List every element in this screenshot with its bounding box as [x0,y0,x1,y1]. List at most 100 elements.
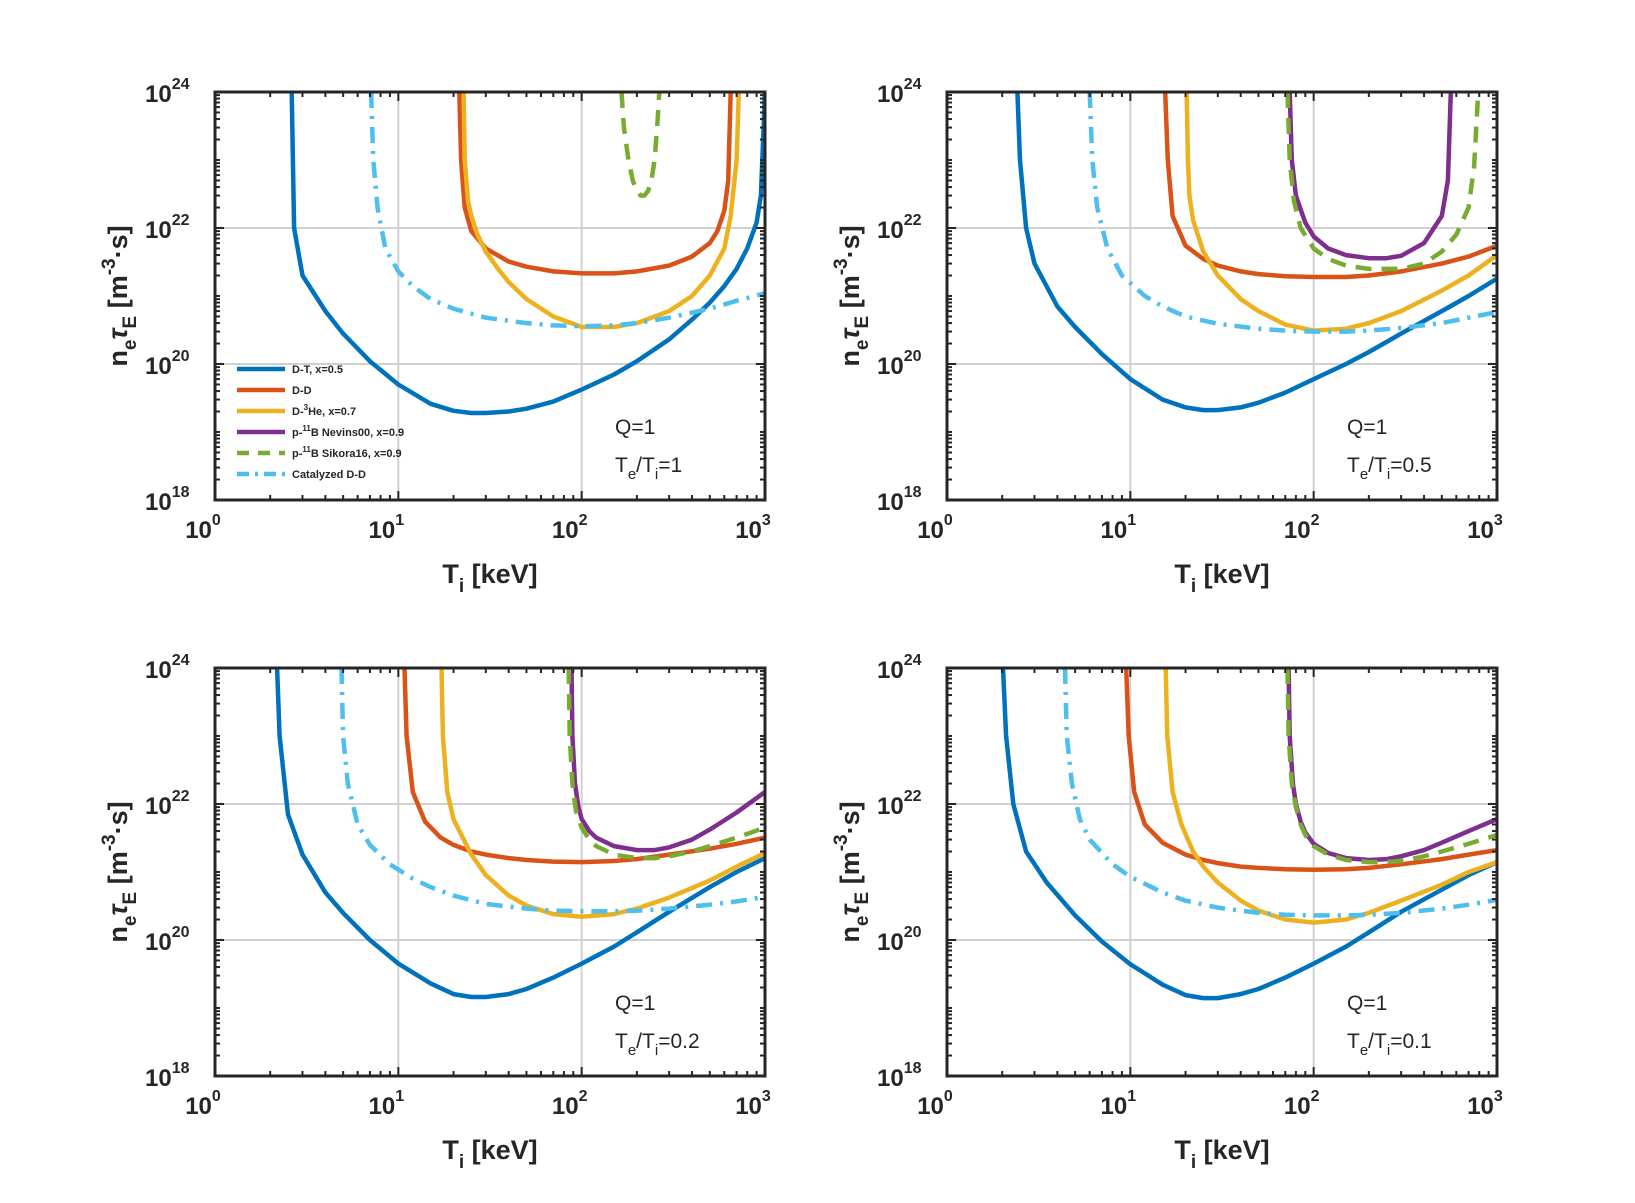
ratio-sub-i: i [655,466,658,483]
x-tick-label: 103 [735,1088,771,1120]
ratio-value: =0.1 [1390,1030,1431,1053]
ratio-slash: /T [1368,454,1387,477]
tick-exponent: 20 [904,924,922,941]
series-line-p-11b-sikora16-x-0-9 [1285,92,1481,272]
plot-area [947,92,1497,500]
annotation-temperature-ratio: Te/Ti=0.2 [615,1030,700,1059]
tick-base: 10 [1467,1093,1494,1120]
legend-label: p-11B Sikora16, x=0.9 [292,445,402,460]
ratio-T: T [615,454,628,477]
series-group [274,668,765,1000]
tick-base: 10 [877,81,904,108]
series-line-p-11b-sikora16-x-0-9 [566,668,765,861]
y-tick-label: 1020 [877,924,922,956]
tick-exponent: 1 [395,512,404,529]
series-line-d-d [1162,92,1497,280]
tick-exponent: 20 [172,924,190,941]
series-line-d-3he-x-0-7 [461,92,742,330]
x-tick-label: 103 [1467,512,1503,544]
tick-exponent: 20 [172,348,190,365]
tick-base: 10 [145,489,172,516]
y-tick-label: 1022 [145,788,190,820]
y-label-unit-tail: ·s] [103,225,133,258]
y-axis-label: neτE [m-3·s] [99,225,141,366]
tick-exponent: 0 [944,512,953,529]
y-tick-label: 1022 [877,212,922,244]
x-tick-label: 100 [917,1088,953,1120]
plot-area [215,92,765,500]
tick-exponent: 22 [904,788,922,805]
tick-exponent: 1 [395,1088,404,1105]
x-tick-label: 100 [185,1088,221,1120]
y-label-unit: [m [835,275,865,316]
tick-exponent: 24 [172,652,190,669]
annotation-q: Q=1 [615,992,655,1015]
y-label-unit-tail: ·s] [835,801,865,834]
ratio-slash: /T [636,454,655,477]
tick-exponent: 18 [172,1060,190,1077]
legend-text: p- [292,427,303,439]
series-line-p-11b-nevins00-x-0-9 [1287,92,1454,261]
tick-base: 10 [735,517,762,544]
y-tick-label: 1022 [877,788,922,820]
y-label-unit-exponent: -3 [99,834,120,851]
legend-sup: 3 [304,403,309,412]
x-tick-label: 100 [185,512,221,544]
tick-exponent: 22 [172,212,190,229]
y-tick-label: 1024 [145,76,190,108]
legend-text: Catalyzed D-D [292,469,366,481]
y-axis-label: neτE [m-3·s] [99,801,141,942]
tick-exponent: 18 [172,484,190,501]
y-label-n: n [835,926,865,943]
plot-area [215,668,765,1076]
tick-base: 10 [1284,517,1311,544]
legend-label: p-11B Nevins00, x=0.9 [292,424,404,439]
tick-exponent: 3 [762,1088,771,1105]
y-tick-label: 1018 [877,484,922,516]
x-axis-label: Ti [keV] [1174,1135,1269,1173]
tick-base: 10 [185,517,212,544]
tick-exponent: 18 [904,484,922,501]
series-group [1015,92,1497,413]
x-axis-label: Ti [keV] [442,1135,537,1173]
x-tick-label: 102 [1284,1088,1320,1120]
tick-base: 10 [877,217,904,244]
y-label-unit-tail: ·s] [835,225,865,258]
tick-exponent: 2 [1311,1088,1320,1105]
tick-base: 10 [552,1093,579,1120]
x-label-symbol: T [1174,559,1191,589]
tick-base: 10 [145,217,172,244]
tick-base: 10 [877,929,904,956]
tick-exponent: 22 [904,212,922,229]
ratio-sub-i: i [655,1042,658,1059]
y-label-unit-tail: ·s] [103,801,133,834]
tick-exponent: 2 [1311,512,1320,529]
y-label-n: n [835,350,865,367]
series-line-d-t-x-0-5 [274,668,765,1000]
annotation-temperature-ratio: Te/Ti=0.5 [1347,454,1432,483]
ratio-sub-i: i [1387,1042,1390,1059]
tick-base: 10 [185,1093,212,1120]
series-line-p-11b-nevins00-x-0-9 [569,668,765,853]
ratio-value: =0.5 [1390,454,1431,477]
series-line-d-3he-x-0-7 [1184,92,1497,333]
x-label-symbol: T [442,559,459,589]
tick-exponent: 24 [904,76,922,93]
y-tick-label: 1018 [145,484,190,516]
x-label-unit: [keV] [464,1135,538,1165]
x-label-unit: [keV] [1196,559,1270,589]
tick-base: 10 [369,517,396,544]
annotation-temperature-ratio: Te/Ti=1 [615,454,682,483]
tick-base: 10 [552,517,579,544]
legend-label: D-T, x=0.5 [292,364,343,376]
annotation-q: Q=1 [1347,416,1387,439]
y-label-unit: [m [103,851,133,892]
x-tick-label: 101 [369,512,405,544]
ratio-T: T [1347,454,1360,477]
x-label-subscript: i [1191,1152,1196,1173]
tick-base: 10 [917,1093,944,1120]
tick-base: 10 [145,657,172,684]
